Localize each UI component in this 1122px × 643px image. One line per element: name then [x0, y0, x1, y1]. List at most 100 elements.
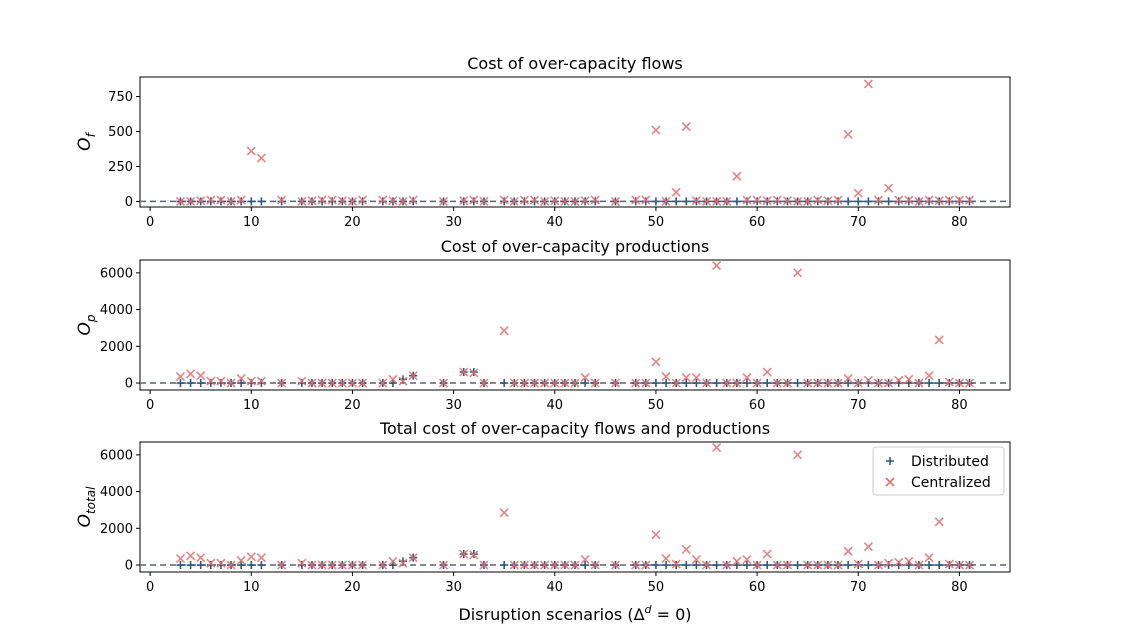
data-point-centralized: [550, 378, 560, 388]
data-point-centralized: [175, 372, 186, 382]
data-point-centralized: [782, 196, 793, 206]
data-point-centralized: [681, 122, 691, 132]
data-point-distributed: [935, 379, 944, 388]
y-tick-label: 0: [125, 195, 133, 210]
x-tick-label: 60: [749, 580, 766, 595]
data-point-centralized: [914, 196, 924, 206]
data-point-centralized: [307, 560, 317, 570]
data-point-centralized: [904, 195, 914, 205]
x-axis-label: Disruption scenarios (Δd = 0): [458, 603, 691, 624]
data-point-centralized: [479, 378, 489, 388]
data-point-centralized: [853, 559, 863, 569]
data-point-centralized: [408, 195, 418, 205]
x-tick-label: 80: [951, 580, 968, 595]
data-point-centralized: [894, 195, 904, 205]
x-tick-label: 30: [445, 215, 462, 230]
data-point-centralized: [388, 556, 398, 566]
x-tick-label: 30: [445, 580, 462, 595]
data-point-distributed: [813, 197, 822, 206]
data-point-centralized: [438, 196, 449, 206]
data-point-centralized: [216, 558, 226, 568]
legend-marker-distributed: [886, 457, 894, 465]
data-point-centralized: [236, 373, 246, 383]
data-point-distributed: [237, 379, 246, 388]
data-point-centralized: [246, 376, 256, 386]
data-point-centralized: [691, 196, 701, 206]
data-point-centralized: [661, 196, 671, 206]
data-point-distributed: [925, 379, 934, 388]
data-point-centralized: [792, 268, 803, 278]
x-tick-label: 50: [648, 398, 665, 413]
data-point-distributed: [237, 561, 246, 570]
y-axis-label-main: O: [75, 322, 95, 335]
data-point-centralized: [964, 378, 975, 388]
data-point-centralized: [519, 560, 529, 570]
data-point-centralized: [651, 125, 661, 135]
data-point-centralized: [560, 378, 570, 388]
y-axis-label: Ototal: [75, 486, 98, 527]
data-point-distributed: [904, 197, 913, 206]
data-point-distributed: [641, 197, 650, 206]
data-point-centralized: [297, 376, 307, 386]
data-point-centralized: [752, 195, 762, 205]
data-point-distributed: [682, 561, 691, 570]
x-tick-label: 80: [951, 398, 968, 413]
data-point-centralized: [196, 553, 206, 563]
data-point-distributed: [247, 197, 256, 206]
data-point-distributed: [864, 197, 873, 206]
data-point-centralized: [823, 560, 833, 570]
y-tick-label: 6000: [100, 266, 133, 281]
data-point-centralized: [833, 378, 843, 388]
data-point-centralized: [924, 553, 934, 563]
chart-title: Total cost of over-capacity flows and pr…: [379, 419, 770, 438]
legend: Distributed Centralized: [872, 446, 1005, 496]
data-point-centralized: [651, 357, 661, 367]
data-point-centralized: [206, 195, 216, 205]
data-point-distributed: [176, 561, 185, 570]
data-point-centralized: [540, 378, 550, 388]
data-point-centralized: [256, 553, 266, 563]
data-point-centralized: [398, 558, 408, 568]
data-point-distributed: [196, 561, 205, 570]
data-point-distributed: [378, 197, 387, 206]
data-point-centralized: [701, 560, 712, 570]
data-point-centralized: [378, 560, 388, 570]
data-point-centralized: [792, 196, 803, 206]
data-point-centralized: [378, 195, 388, 205]
data-point-centralized: [580, 372, 590, 383]
data-point-centralized: [499, 508, 509, 518]
data-point-distributed: [216, 197, 225, 206]
data-point-distributed: [206, 197, 215, 206]
series-centralized: [175, 79, 975, 206]
data-point-centralized: [873, 195, 884, 205]
data-point-centralized: [712, 442, 722, 453]
plot-frame: [139, 76, 1011, 208]
data-point-distributed: [925, 197, 934, 206]
data-point-distributed: [742, 379, 751, 388]
data-point-centralized: [317, 560, 327, 570]
x-tick-label: 20: [344, 580, 361, 595]
data-point-centralized: [560, 560, 570, 570]
data-point-centralized: [479, 196, 489, 206]
data-point-distributed: [682, 197, 691, 206]
data-point-distributed: [237, 197, 246, 206]
data-point-centralized: [641, 378, 651, 388]
data-point-centralized: [904, 374, 914, 384]
x-tick-label: 70: [850, 580, 867, 595]
series-distributed: [176, 368, 974, 388]
data-point-centralized: [762, 367, 772, 377]
data-point-distributed: [935, 561, 944, 570]
data-point-centralized: [671, 378, 681, 388]
data-point-centralized: [206, 558, 216, 568]
data-point-distributed: [581, 379, 590, 388]
y-tick-label: 6000: [100, 448, 133, 463]
data-point-distributed: [631, 197, 640, 206]
data-point-centralized: [722, 196, 732, 206]
data-point-centralized: [226, 560, 236, 570]
data-point-centralized: [631, 195, 641, 205]
data-point-centralized: [954, 378, 964, 388]
y-axis-label-main: O: [75, 514, 95, 527]
data-point-distributed: [692, 379, 701, 388]
data-point-distributed: [844, 379, 853, 388]
data-point-distributed: [864, 561, 873, 570]
